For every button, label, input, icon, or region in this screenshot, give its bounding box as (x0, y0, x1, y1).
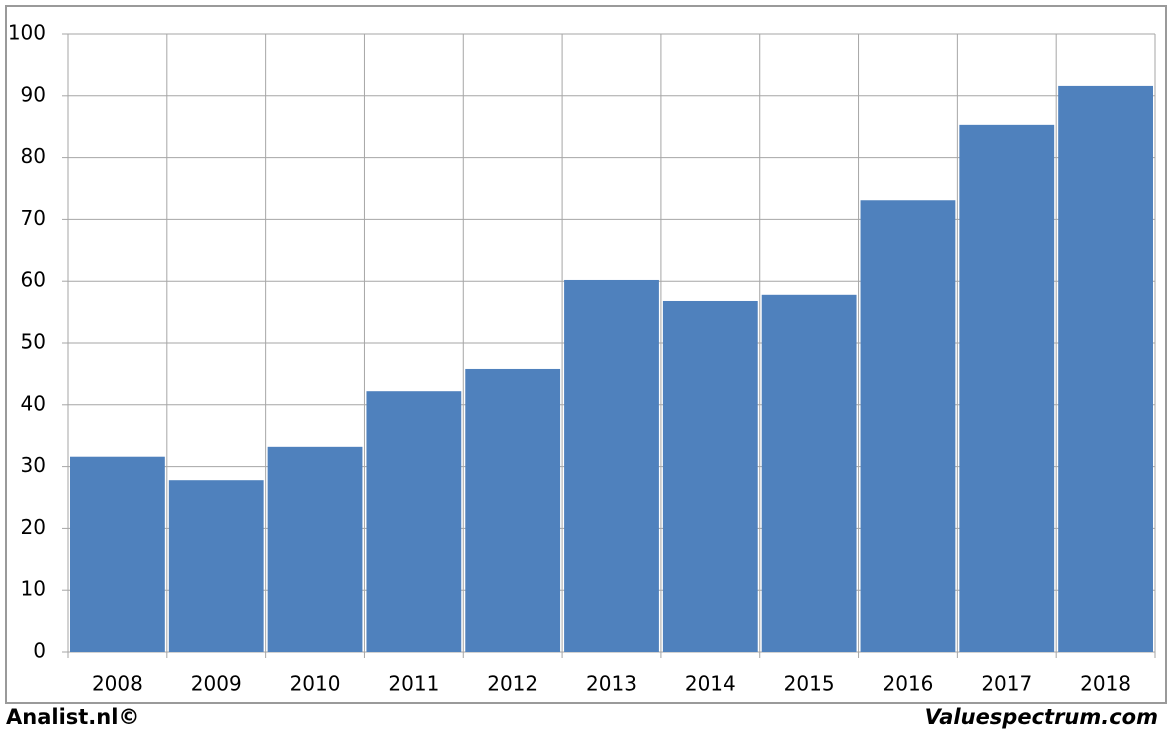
y-tick-label: 70 (21, 206, 46, 230)
y-tick-label: 80 (21, 144, 46, 168)
source-label: Valuespectrum.com (925, 705, 1158, 729)
x-tick-label: 2015 (784, 672, 835, 696)
y-tick-label: 20 (21, 515, 46, 539)
source-label: Analist.nl© (6, 705, 139, 729)
x-tick-label: 2018 (1080, 672, 1131, 696)
bar (267, 446, 363, 652)
y-tick-label: 50 (21, 330, 46, 354)
x-tick-label: 2013 (586, 672, 637, 696)
y-tick-label: 10 (21, 577, 46, 601)
y-tick-label: 40 (21, 391, 46, 415)
x-tick-label: 2012 (487, 672, 538, 696)
bar (465, 368, 561, 652)
x-tick-label: 2008 (92, 672, 143, 696)
x-tick-label: 2014 (685, 672, 736, 696)
bar (1058, 85, 1153, 653)
bar (168, 480, 264, 652)
y-tick-label: 0 (33, 639, 46, 663)
bar (662, 300, 758, 652)
y-tick-label: 90 (21, 82, 46, 106)
bar (860, 200, 956, 652)
x-tick-label: 2010 (290, 672, 341, 696)
x-tick-label: 2016 (883, 672, 934, 696)
y-tick-label: 100 (8, 21, 46, 45)
bar (70, 456, 165, 652)
x-tick-label: 2011 (388, 672, 439, 696)
bar (564, 279, 659, 652)
y-tick-label: 30 (21, 453, 46, 477)
x-tick-label: 2017 (981, 672, 1032, 696)
y-tick-label: 60 (21, 268, 46, 292)
bar (761, 294, 857, 652)
bar (366, 391, 462, 652)
bar (959, 124, 1055, 652)
x-tick-label: 2009 (191, 672, 242, 696)
